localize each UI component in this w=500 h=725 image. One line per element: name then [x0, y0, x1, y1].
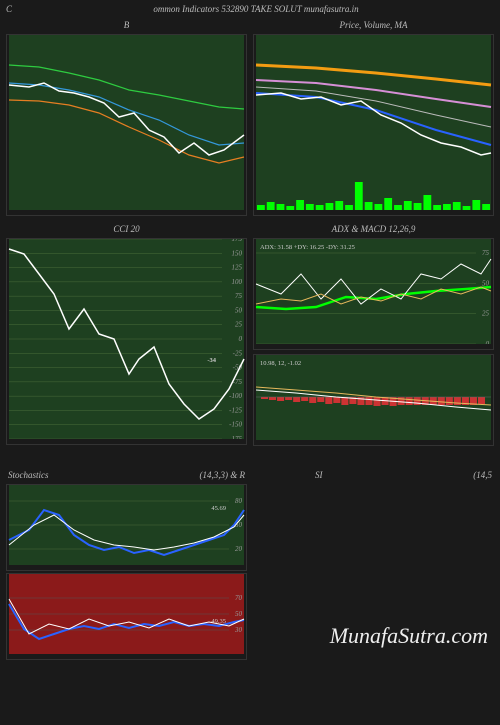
- stoch-title-left: Stochastics: [8, 470, 49, 484]
- svg-text:25: 25: [235, 321, 243, 329]
- svg-text:20: 20: [235, 545, 243, 553]
- watermark: MunafaSutra.com: [330, 623, 488, 649]
- cci-chart-title: CCI 20: [6, 222, 247, 238]
- stoch-title-right: (14,3,3) & R: [200, 470, 246, 484]
- svg-text:-25: -25: [233, 349, 243, 357]
- price-chart: Price, Volume, MA: [253, 18, 494, 216]
- rsi-title-right: (14,5: [473, 470, 492, 484]
- cci-chart: CCI 20 -175-150-125-100-75-50-2502550751…: [6, 222, 247, 446]
- header-left: C: [6, 4, 12, 14]
- svg-text:0: 0: [239, 335, 243, 343]
- svg-text:-150: -150: [229, 421, 242, 429]
- rsi-title-left: SI: [315, 470, 323, 484]
- svg-text:100: 100: [232, 278, 243, 286]
- svg-text:-34: -34: [207, 357, 216, 364]
- svg-text:125: 125: [232, 264, 243, 272]
- svg-text:75: 75: [235, 292, 243, 300]
- svg-text:-100: -100: [229, 392, 242, 400]
- svg-text:49.35: 49.35: [211, 618, 226, 625]
- svg-text:ADX: 31.58 +DY: 16.25 -DY: 3: ADX: 31.58 +DY: 16.25 -DY: 31.25: [260, 244, 355, 251]
- adx-macd-chart: ADX & MACD 12,26,9 0255075ADX: 31.58 +DY…: [253, 222, 494, 446]
- bb-chart-title: B: [6, 18, 247, 34]
- svg-text:30: 30: [234, 626, 243, 634]
- svg-text:10.98, 12, -1.02: 10.98, 12, -1.02: [260, 360, 301, 367]
- svg-text:-175: -175: [229, 435, 242, 439]
- svg-text:-125: -125: [229, 406, 242, 414]
- price-chart-title: Price, Volume, MA: [253, 18, 494, 34]
- svg-text:45.69: 45.69: [211, 505, 226, 512]
- svg-text:25: 25: [482, 310, 490, 318]
- svg-text:0: 0: [486, 340, 490, 344]
- stoch-chart: Stochastics (14,3,3) & R 20508045.69 305…: [6, 470, 247, 660]
- bb-chart: B: [6, 18, 247, 216]
- svg-text:80: 80: [235, 497, 243, 505]
- header-center: ommon Indicators 532890 TAKE SOLUT munaf…: [153, 4, 358, 14]
- adx-chart-title: ADX & MACD 12,26,9: [253, 222, 494, 238]
- svg-text:70: 70: [235, 594, 243, 602]
- svg-text:75: 75: [482, 249, 490, 257]
- svg-text:175: 175: [232, 239, 243, 243]
- svg-text:150: 150: [232, 249, 243, 257]
- svg-text:50: 50: [235, 306, 243, 314]
- svg-text:50: 50: [235, 610, 243, 618]
